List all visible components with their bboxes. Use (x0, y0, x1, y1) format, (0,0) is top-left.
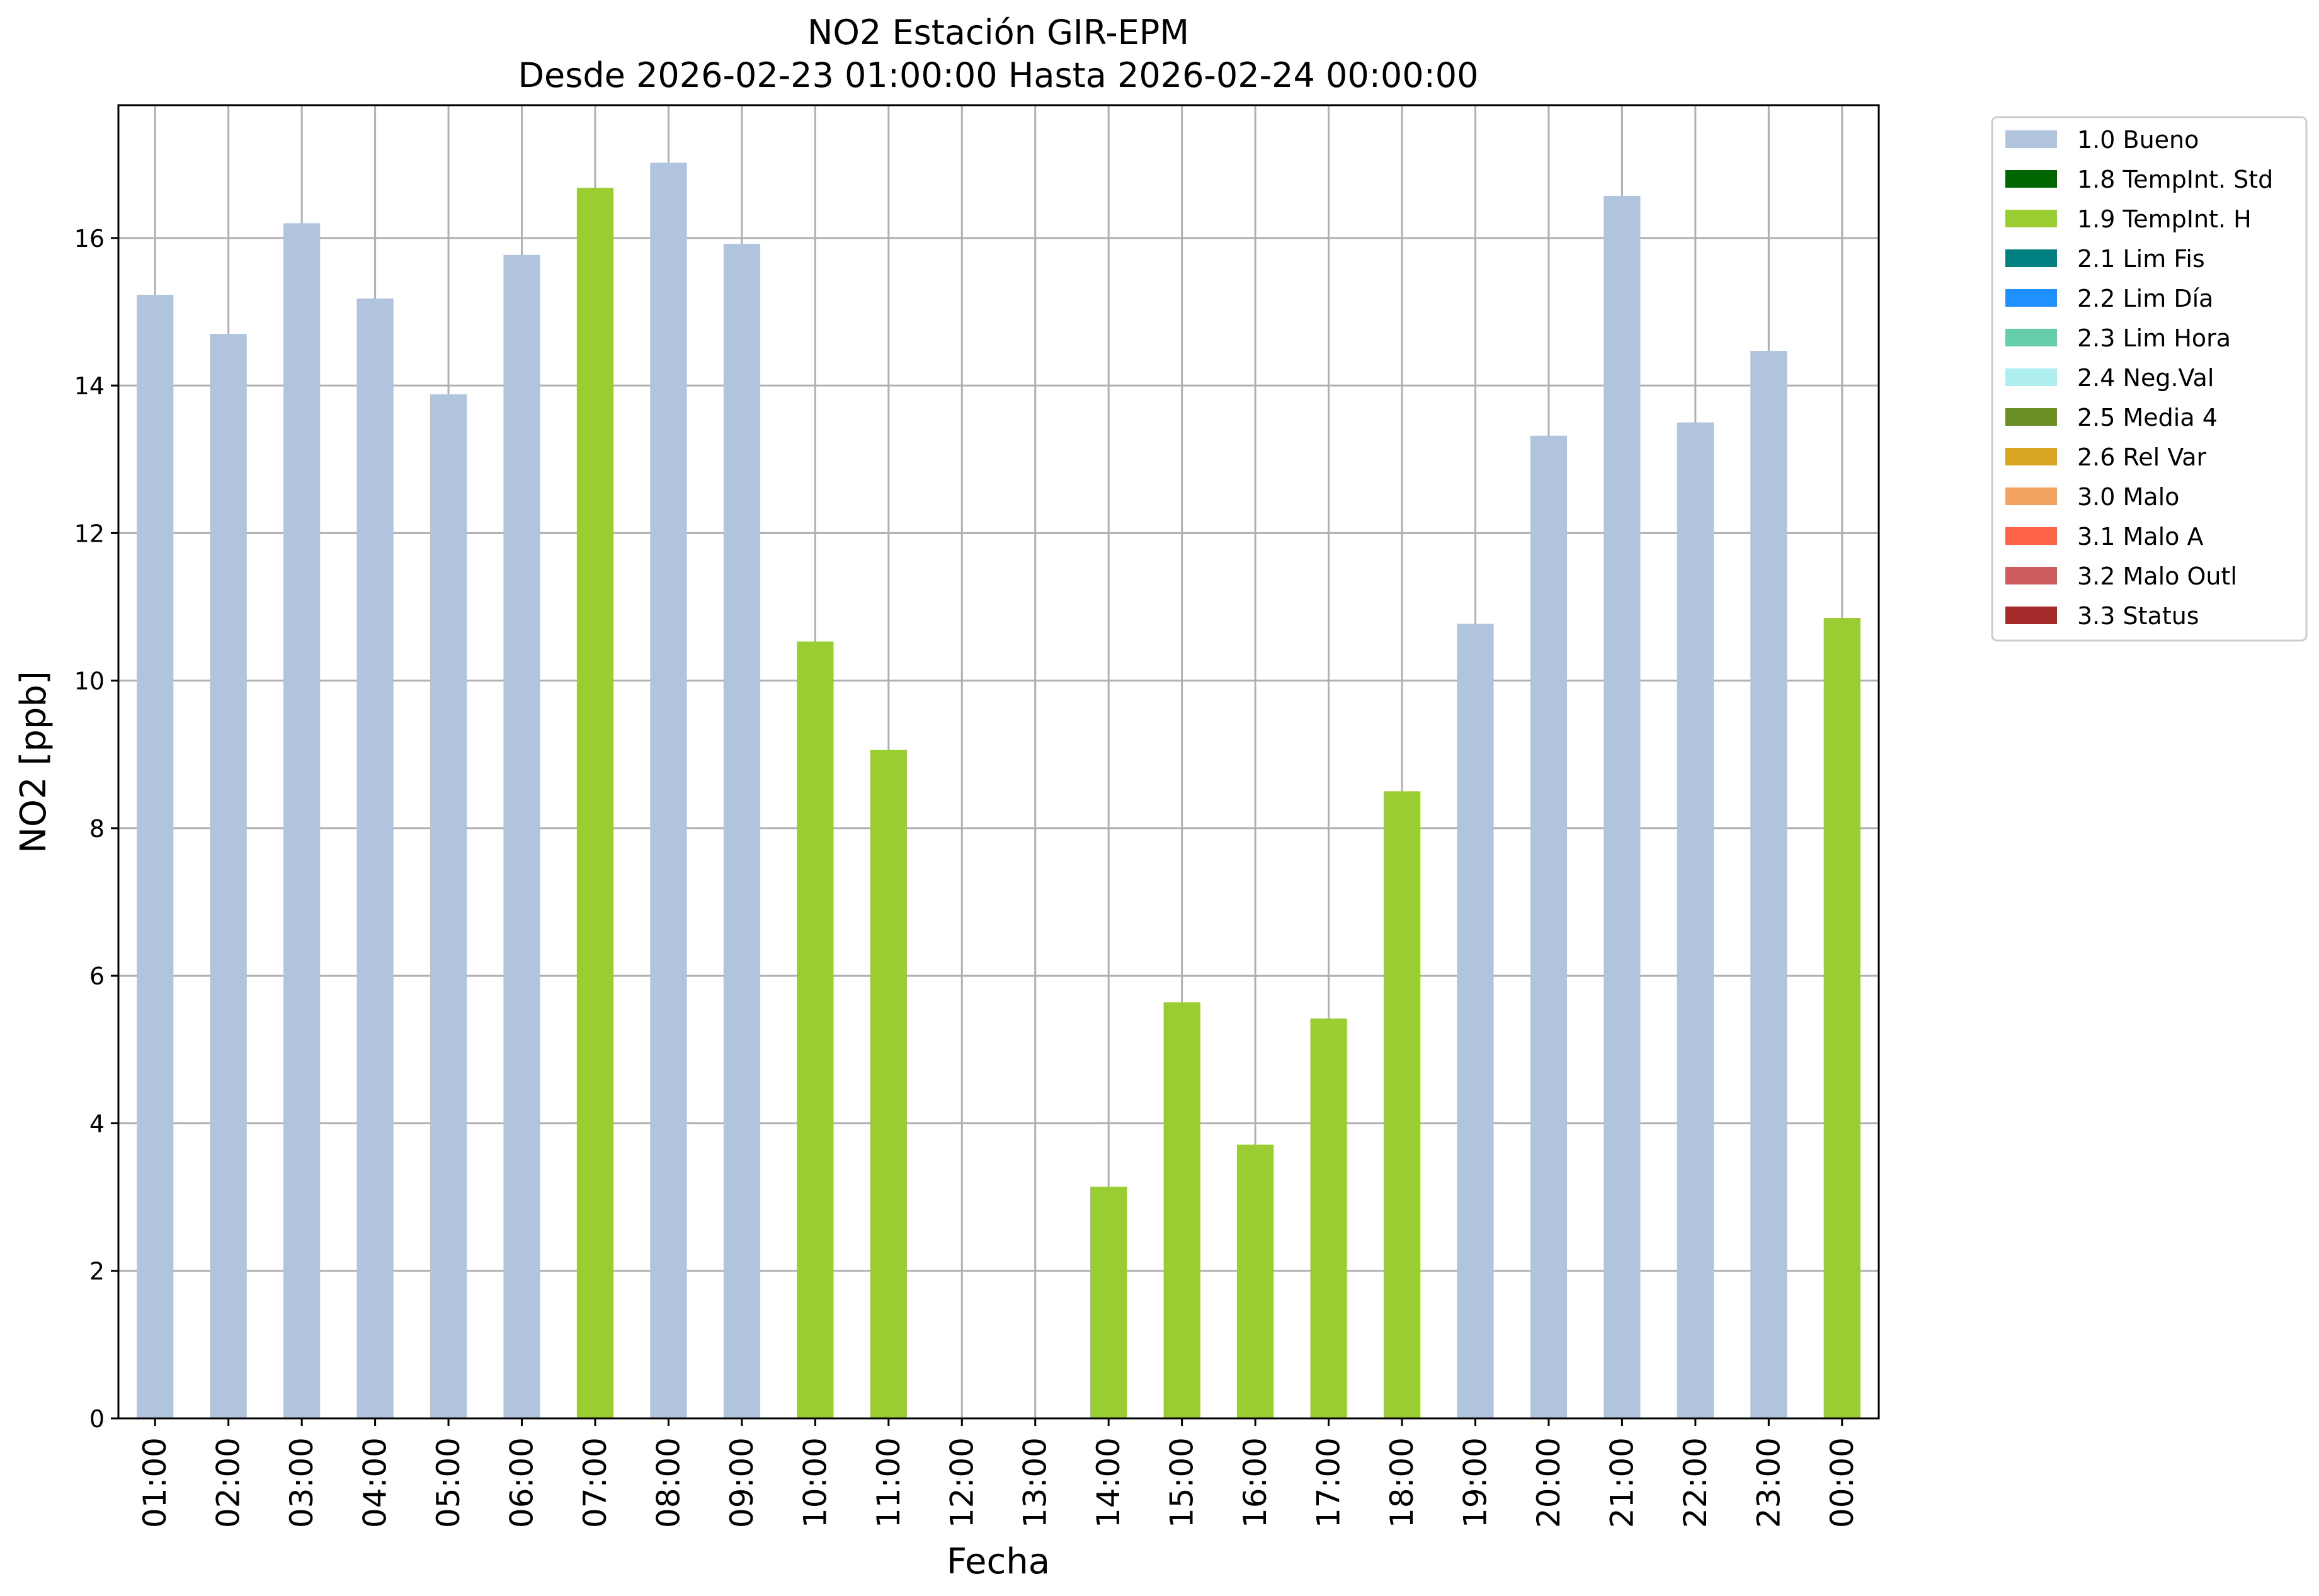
y-tick-label: 8 (89, 815, 105, 843)
x-tick-label: 08:00 (650, 1437, 687, 1528)
x-tick-label: 04:00 (357, 1437, 394, 1528)
legend-label: 2.6 Rel Var (2077, 443, 2207, 471)
y-axis-label: NO2 [ppb] (13, 671, 54, 853)
bar-0200 (210, 334, 247, 1419)
legend-swatch (2005, 368, 2057, 386)
legend-swatch (2005, 170, 2057, 188)
legend-label: 3.2 Malo Outl (2077, 562, 2237, 590)
bar-1800 (1383, 791, 1421, 1418)
x-tick-label: 07:00 (577, 1437, 613, 1528)
legend-swatch (2005, 289, 2057, 307)
y-tick-label: 14 (74, 372, 105, 400)
x-tick-label: 02:00 (210, 1437, 247, 1528)
bar-2300 (1750, 351, 1787, 1418)
bar-1900 (1457, 624, 1494, 1418)
legend-label: 2.4 Neg.Val (2077, 364, 2214, 392)
x-tick-label: 11:00 (870, 1437, 907, 1528)
bar-2200 (1677, 422, 1714, 1419)
x-tick-label: 12:00 (943, 1437, 980, 1528)
x-tick-label: 13:00 (1017, 1437, 1054, 1528)
x-tick-label: 23:00 (1750, 1437, 1787, 1528)
x-tick-label: 20:00 (1530, 1437, 1567, 1528)
x-tick-label: 18:00 (1384, 1437, 1420, 1528)
legend-entries: 1.0 Bueno 1.8 TempInt. Std 1.9 TempInt. H 2… (2005, 126, 2273, 630)
legend-frame (1991, 116, 2308, 642)
x-tick-label: 14:00 (1090, 1437, 1127, 1528)
bar-0300 (283, 223, 321, 1418)
x-tick-label: 21:00 (1604, 1437, 1640, 1528)
legend-swatch (2005, 527, 2057, 545)
bar-1700 (1310, 1018, 1347, 1418)
x-tick-label: 16:00 (1237, 1437, 1273, 1528)
bar-0700 (576, 188, 614, 1418)
bar-0400 (356, 298, 394, 1418)
bar-2100 (1604, 196, 1641, 1419)
bar-1400 (1090, 1187, 1127, 1418)
y-tick-label: 12 (74, 520, 105, 547)
x-tick-label: 17:00 (1311, 1437, 1347, 1528)
x-tick-label: 00:00 (1824, 1437, 1860, 1528)
bar-0000 (1823, 618, 1860, 1418)
legend-swatch (2005, 329, 2057, 346)
bar-0800 (650, 162, 687, 1418)
bar-1500 (1163, 1002, 1200, 1418)
legend-label: 3.3 Status (2077, 602, 2199, 630)
legend-swatch (2005, 130, 2057, 148)
y-axis-ticks: 0 2 4 6 8 10 12 14 16 (74, 225, 118, 1433)
x-tick-label: 05:00 (430, 1437, 467, 1528)
legend-label: 3.0 Malo (2077, 483, 2179, 511)
x-tick-label: 10:00 (797, 1437, 833, 1528)
bar-1600 (1236, 1144, 1274, 1418)
y-tick-label: 4 (89, 1110, 105, 1137)
y-tick-label: 16 (74, 225, 105, 253)
y-tick-label: 10 (74, 668, 105, 695)
y-tick-label: 6 (89, 962, 105, 990)
legend-label: 3.1 Malo A (2077, 523, 2203, 550)
x-tick-label: 09:00 (724, 1437, 760, 1528)
bar-1100 (870, 750, 907, 1418)
legend-swatch (2005, 607, 2057, 624)
legend-swatch (2005, 567, 2057, 584)
bar-0500 (430, 394, 467, 1419)
x-tick-label: 19:00 (1457, 1437, 1493, 1528)
x-tick-label: 03:00 (283, 1437, 320, 1528)
legend-label: 1.0 Bueno (2077, 126, 2199, 154)
legend-swatch (2005, 210, 2057, 227)
chart-subtitle: Desde 2026-02-23 01:00:00 Hasta 2026-02-… (518, 55, 1478, 95)
legend-swatch (2005, 408, 2057, 426)
legend-swatch (2005, 487, 2057, 505)
bar-0600 (503, 254, 540, 1419)
legend-label: 2.5 Media 4 (2077, 404, 2218, 431)
bars (137, 162, 1860, 1419)
bar-2000 (1530, 435, 1568, 1418)
bar-0100 (137, 295, 174, 1419)
legend-label: 1.9 TempInt. H (2077, 205, 2252, 233)
chart-title: NO2 Estación GIR-EPM (807, 13, 1189, 52)
x-tick-label: 15:00 (1164, 1437, 1200, 1528)
x-tick-label: 06:00 (504, 1437, 540, 1528)
x-axis-ticks: 01:00 02:00 03:00 04:00 05:00 06:00 07:00 08:00… (137, 1418, 1860, 1528)
bar-1000 (797, 641, 834, 1418)
legend-swatch (2005, 249, 2057, 267)
plot-frame (117, 104, 1880, 1420)
legend-label: 2.3 Lim Hora (2077, 324, 2231, 352)
x-tick-label: 01:00 (137, 1437, 173, 1528)
y-tick-label: 2 (89, 1258, 105, 1285)
y-tick-label: 0 (89, 1405, 105, 1433)
bar-0900 (723, 244, 761, 1418)
legend-label: 2.2 Lim Día (2077, 285, 2213, 312)
x-axis-label: Fecha (947, 1541, 1050, 1582)
x-tick-label: 22:00 (1677, 1437, 1714, 1528)
legend-swatch (2005, 448, 2057, 465)
legend-label: 1.8 TempInt. Std (2077, 166, 2273, 193)
legend-label: 2.1 Lim Fis (2077, 245, 2205, 273)
legend: 1.0 Bueno 1.8 TempInt. Std 1.9 TempInt. H 2… (1991, 116, 2308, 642)
